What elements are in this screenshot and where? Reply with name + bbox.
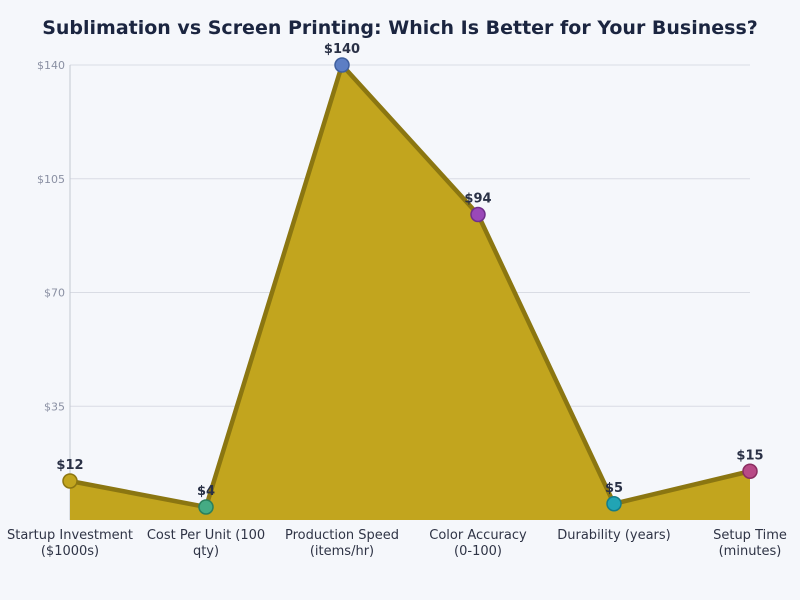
data-value-label: $94 [464,192,491,207]
data-point-marker [334,57,350,73]
x-tick-label: Production Speed (items/hr) [285,528,399,559]
x-tick-label: Cost Per Unit (100 qty) [147,528,265,559]
area-fill [70,65,750,520]
x-tick-label: Startup Investment ($1000s) [7,528,133,559]
y-tick-label: $70 [44,287,65,300]
data-point-marker [470,206,486,223]
x-tick-label: Setup Time (minutes) [713,528,787,559]
data-labels: $12 $4 $140 $94 $5 $15 [56,42,763,499]
y-tick-label: $105 [37,173,65,186]
data-markers [62,57,758,515]
data-point-marker [742,463,758,479]
data-point-marker [606,496,622,512]
y-tick-label: $35 [44,400,65,413]
data-value-label: $140 [324,42,360,57]
area-series [69,62,751,520]
x-tick-label: Durability (years) [557,528,671,543]
data-value-label: $12 [56,458,83,473]
y-tick-label: $140 [37,59,65,72]
data-point-marker [198,499,214,515]
data-value-label: $5 [605,481,623,496]
x-axis-ticks: Startup Investment ($1000s) Cost Per Unit … [7,528,787,559]
series-line [69,62,751,510]
data-value-label: $4 [197,484,215,499]
data-value-label: $15 [736,448,763,463]
y-axis-ticks: $35 $70 $105 $140 [37,59,65,413]
chart-title: Sublimation vs Screen Printing: Which Is… [42,17,758,39]
x-tick-label: Color Accuracy (0-100) [429,528,527,559]
data-point-marker [62,473,78,489]
